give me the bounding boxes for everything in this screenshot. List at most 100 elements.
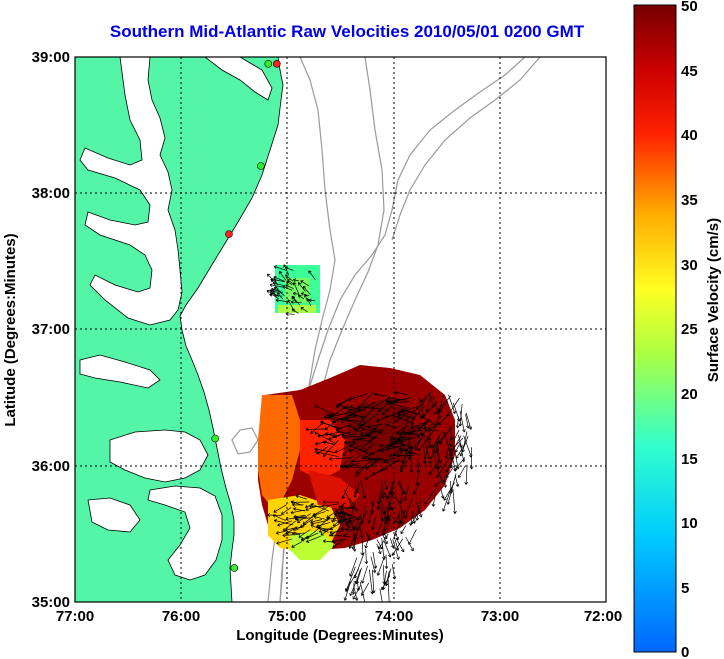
velocity-arrow — [316, 446, 329, 455]
velocity-arrow — [369, 569, 374, 595]
velocity-arrow — [298, 529, 311, 538]
velocity-arrow — [410, 511, 420, 525]
velocity-arrow — [454, 442, 461, 453]
river-water — [79, 354, 161, 389]
velocity-arrow — [275, 298, 290, 303]
velocity-arrow — [432, 433, 442, 448]
velocity-arrow — [353, 419, 364, 431]
x-tick-label: 74:00 — [375, 608, 413, 625]
albemarle-sound — [147, 485, 223, 581]
velocity-arrow — [417, 420, 429, 439]
velocity-arrow — [394, 513, 400, 524]
velocity-arrow — [401, 453, 408, 465]
x-tick-label: 76:00 — [162, 608, 200, 625]
velocity-arrow — [305, 527, 320, 539]
x-axis: 77:00 76:00 75:00 74:00 73:00 72:00 Long… — [56, 608, 622, 644]
velocity-arrow — [313, 515, 328, 521]
velocity-arrow — [399, 492, 403, 504]
velocity-arrow — [354, 569, 361, 584]
velocity-arrow — [309, 504, 324, 509]
x-axis-label: Longitude (Degrees:Minutes) — [236, 627, 444, 644]
velocity-arrow — [314, 431, 336, 444]
velocity-arrow — [345, 465, 371, 469]
velocity-arrow — [352, 531, 357, 552]
velocity-arrow — [403, 485, 410, 501]
velocity-arrow — [398, 447, 421, 456]
velocity-arrow — [448, 426, 454, 441]
velocity-arrow — [357, 391, 375, 409]
pamlico-sound — [109, 429, 209, 483]
colorbar-tick: 20 — [681, 386, 698, 403]
velocity-arrow — [420, 391, 432, 403]
velocity-arrow — [432, 396, 441, 419]
station-marker — [230, 564, 239, 572]
velocity-arrow — [417, 418, 431, 432]
velocity-arrow — [367, 501, 375, 524]
velocity-arrow — [308, 298, 316, 303]
velocity-arrow — [293, 282, 300, 296]
velocity-arrow — [410, 422, 426, 430]
velocity-arrow — [273, 504, 288, 513]
velocity-arrow — [348, 445, 361, 453]
station-marker — [264, 60, 273, 68]
velocity-arrow — [349, 583, 356, 597]
delaware-bay — [204, 57, 273, 101]
velocity-arrow — [347, 513, 356, 530]
velocity-arrow — [300, 280, 310, 287]
velocity-arrow — [421, 401, 439, 419]
velocity-arrow — [361, 582, 370, 596]
y-axis: 39:00 38:00 37:00 36:00 35:00 Latitude (… — [2, 49, 70, 611]
velocity-arrow — [317, 431, 342, 438]
colorbar-label: Surface Velocity (cm/s) — [705, 218, 722, 382]
velocity-arrow — [359, 413, 378, 429]
velocity-arrow — [376, 555, 386, 576]
velocity-arrow — [395, 427, 406, 435]
velocity-arrow — [300, 292, 310, 297]
velocity-arrow — [371, 517, 377, 530]
map-title: Southern Mid-Atlantic Raw Velocities 201… — [109, 22, 585, 41]
velocity-arrow — [310, 519, 323, 524]
colorbar-tick: 35 — [681, 192, 698, 209]
velocity-arrow — [431, 493, 436, 507]
velocity-arrow — [465, 414, 470, 429]
colorbar-tick: 45 — [681, 63, 698, 80]
velocity-arrow — [297, 282, 306, 292]
velocity-arrow — [449, 481, 453, 494]
velocity-arrow — [397, 511, 402, 525]
velocity-arrow — [415, 462, 420, 486]
velocity-arrow — [393, 396, 412, 404]
velocity-arrow — [442, 490, 451, 512]
y-tick-label: 37:00 — [32, 321, 70, 338]
velocity-arrow — [458, 465, 466, 479]
velocity-arrow — [360, 505, 366, 524]
velocity-arrow — [372, 468, 389, 476]
velocity-arrow — [428, 428, 433, 449]
velocity-arrow — [361, 565, 368, 584]
velocity-arrow — [429, 392, 435, 408]
velocity-arrow — [279, 270, 287, 281]
station-marker — [272, 60, 281, 68]
chesapeake-bay — [79, 57, 183, 326]
velocity-arrow — [320, 421, 342, 429]
velocity-arrow — [343, 440, 355, 445]
velocity-arrow — [465, 412, 473, 430]
velocity-arrow — [355, 468, 364, 477]
velocity-arrow — [344, 489, 354, 510]
velocity-arrow — [365, 531, 371, 541]
velocity-arrow — [454, 475, 460, 487]
velocity-arrow — [359, 433, 378, 439]
velocity-arrow — [362, 405, 388, 410]
velocity-arrow — [338, 502, 346, 509]
velocity-arrow — [379, 443, 401, 448]
velocity-arrow — [448, 394, 456, 414]
colorbar-tick: 25 — [681, 321, 698, 338]
velocity-arrow — [300, 307, 308, 313]
velocity-arrow — [328, 434, 342, 441]
velocity-arrow — [440, 487, 445, 499]
velocity-arrow — [399, 451, 414, 473]
velocity-arrow — [446, 486, 453, 505]
velocity-arrow — [360, 538, 365, 556]
velocity-arrow — [381, 405, 393, 416]
velocity-arrow — [423, 441, 430, 464]
velocity-arrow — [334, 442, 358, 454]
